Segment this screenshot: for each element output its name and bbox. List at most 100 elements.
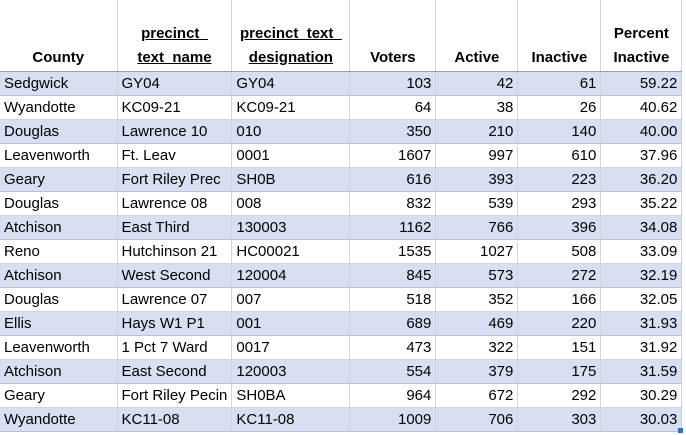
cell-county[interactable]: Atchison [0, 215, 118, 240]
cell-precinct-text-name[interactable]: Lawrence 08 [117, 191, 233, 216]
cell-precinct-text-designation[interactable]: 120004 [231, 263, 351, 288]
cell-precinct-text-designation[interactable]: 010 [231, 119, 351, 144]
cell-active[interactable]: 706 [435, 407, 519, 432]
cell-precinct-text-designation[interactable]: GY04 [231, 71, 351, 96]
cell-inactive[interactable]: 166 [517, 287, 602, 312]
cell-county[interactable]: Sedgwick [0, 71, 118, 96]
cell-precinct-text-name[interactable]: West Second [117, 263, 233, 288]
cell-county[interactable]: Geary [0, 383, 118, 408]
cell-inactive[interactable]: 396 [517, 215, 602, 240]
cell-inactive[interactable]: 303 [517, 407, 602, 432]
cell-inactive[interactable]: 610 [517, 143, 602, 168]
cell-county[interactable]: Wyandotte [0, 95, 118, 120]
cell-voters[interactable]: 518 [349, 287, 437, 312]
cell-voters[interactable]: 964 [349, 383, 437, 408]
cell-county[interactable]: Geary [0, 167, 118, 192]
cell-active[interactable]: 38 [435, 95, 519, 120]
cell-inactive[interactable]: 293 [517, 191, 602, 216]
cell-inactive[interactable]: 223 [517, 167, 602, 192]
cell-voters[interactable]: 832 [349, 191, 437, 216]
cell-active[interactable]: 573 [435, 263, 519, 288]
cell-percent-inactive[interactable]: 59.22 [600, 71, 683, 96]
cell-precinct-text-designation[interactable]: 130003 [231, 215, 351, 240]
cell-active[interactable]: 379 [435, 359, 519, 384]
cell-inactive[interactable]: 220 [517, 311, 602, 336]
cell-percent-inactive[interactable]: 40.62 [600, 95, 683, 120]
cell-precinct-text-name[interactable]: Lawrence 10 [117, 119, 233, 144]
cell-inactive[interactable]: 272 [517, 263, 602, 288]
cell-active[interactable]: 352 [435, 287, 519, 312]
fill-handle[interactable] [678, 427, 684, 433]
cell-percent-inactive[interactable]: 40.00 [600, 119, 683, 144]
cell-precinct-text-name[interactable]: East Third [117, 215, 233, 240]
cell-voters[interactable]: 689 [349, 311, 437, 336]
cell-county[interactable]: Wyandotte [0, 407, 118, 432]
cell-precinct-text-name[interactable]: Lawrence 07 [117, 287, 233, 312]
cell-percent-inactive[interactable]: 32.19 [600, 263, 683, 288]
cell-precinct-text-designation[interactable]: KC09-21 [231, 95, 351, 120]
cell-county[interactable]: Douglas [0, 287, 118, 312]
cell-percent-inactive[interactable]: 30.03 [600, 407, 683, 432]
cell-precinct-text-designation[interactable]: 008 [231, 191, 351, 216]
cell-precinct-text-name[interactable]: Fort Riley Prec [117, 167, 233, 192]
cell-percent-inactive[interactable]: 31.93 [600, 311, 683, 336]
cell-precinct-text-designation[interactable]: 007 [231, 287, 351, 312]
cell-voters[interactable]: 350 [349, 119, 437, 144]
cell-precinct-text-name[interactable]: Fort Riley Pecin [117, 383, 233, 408]
cell-precinct-text-name[interactable]: East Second [117, 359, 233, 384]
cell-precinct-text-designation[interactable]: SH0BA [231, 383, 351, 408]
cell-precinct-text-name[interactable]: 1 Pct 7 Ward [117, 335, 233, 360]
cell-precinct-text-name[interactable]: KC09-21 [117, 95, 233, 120]
cell-voters[interactable]: 554 [349, 359, 437, 384]
cell-active[interactable]: 42 [435, 71, 519, 96]
cell-active[interactable]: 322 [435, 335, 519, 360]
cell-inactive[interactable]: 140 [517, 119, 602, 144]
cell-active[interactable]: 997 [435, 143, 519, 168]
cell-county[interactable]: Reno [0, 239, 118, 264]
cell-precinct-text-name[interactable]: Ft. Leav [117, 143, 233, 168]
cell-percent-inactive[interactable]: 35.22 [600, 191, 683, 216]
cell-percent-inactive[interactable]: 34.08 [600, 215, 683, 240]
cell-active[interactable]: 210 [435, 119, 519, 144]
cell-voters[interactable]: 64 [349, 95, 437, 120]
cell-county[interactable]: Atchison [0, 263, 118, 288]
cell-inactive[interactable]: 61 [517, 71, 602, 96]
column-header-inactive[interactable]: Inactive [517, 0, 602, 72]
cell-county[interactable]: Leavenworth [0, 143, 118, 168]
cell-percent-inactive[interactable]: 32.05 [600, 287, 683, 312]
cell-percent-inactive[interactable]: 31.92 [600, 335, 683, 360]
cell-county[interactable]: Douglas [0, 191, 118, 216]
cell-precinct-text-designation[interactable]: SH0B [231, 167, 351, 192]
cell-voters[interactable]: 473 [349, 335, 437, 360]
cell-voters[interactable]: 1009 [349, 407, 437, 432]
cell-percent-inactive[interactable]: 31.59 [600, 359, 683, 384]
cell-precinct-text-designation[interactable]: 120003 [231, 359, 351, 384]
cell-precinct-text-designation[interactable]: 001 [231, 311, 351, 336]
cell-active[interactable]: 766 [435, 215, 519, 240]
cell-inactive[interactable]: 175 [517, 359, 602, 384]
cell-voters[interactable]: 616 [349, 167, 437, 192]
column-header-county[interactable]: County [0, 0, 118, 72]
cell-inactive[interactable]: 26 [517, 95, 602, 120]
cell-active[interactable]: 469 [435, 311, 519, 336]
cell-voters[interactable]: 1162 [349, 215, 437, 240]
cell-percent-inactive[interactable]: 37.96 [600, 143, 683, 168]
cell-active[interactable]: 539 [435, 191, 519, 216]
cell-precinct-text-name[interactable]: Hutchinson 21 [117, 239, 233, 264]
cell-precinct-text-designation[interactable]: 0017 [231, 335, 351, 360]
column-header-precinct-text-name[interactable]: precinct_ text_name [117, 0, 233, 72]
cell-inactive[interactable]: 151 [517, 335, 602, 360]
cell-voters[interactable]: 845 [349, 263, 437, 288]
cell-voters[interactable]: 103 [349, 71, 437, 96]
cell-active[interactable]: 1027 [435, 239, 519, 264]
cell-active[interactable]: 393 [435, 167, 519, 192]
cell-voters[interactable]: 1535 [349, 239, 437, 264]
cell-county[interactable]: Leavenworth [0, 335, 118, 360]
cell-inactive[interactable]: 292 [517, 383, 602, 408]
cell-inactive[interactable]: 508 [517, 239, 602, 264]
cell-precinct-text-designation[interactable]: 0001 [231, 143, 351, 168]
cell-precinct-text-designation[interactable]: KC11-08 [231, 407, 351, 432]
cell-voters[interactable]: 1607 [349, 143, 437, 168]
column-header-percent-inactive[interactable]: Percent Inactive [600, 0, 683, 72]
cell-active[interactable]: 672 [435, 383, 519, 408]
